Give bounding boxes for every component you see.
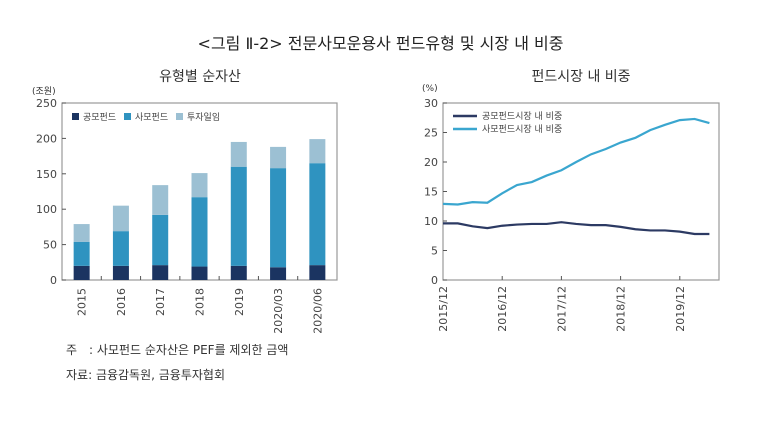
bar-x-tick-label: 2015: [76, 288, 89, 316]
bar-공모펀드: [230, 265, 247, 280]
bar-x-tick-label: 2018: [194, 288, 207, 316]
line-y-tick-label: 30: [424, 97, 438, 110]
line-series-공모펀드시장 내 비중: [443, 221, 710, 236]
bar-chart-title: 유형별 순자산: [159, 69, 241, 85]
legend-label: 사모펀드시장 내 비중: [482, 124, 562, 135]
legend-label: 투자일임: [187, 111, 220, 123]
bar-사모펀드: [270, 168, 287, 268]
bar-y-tick-label: 0: [50, 274, 57, 287]
bar-공모펀드: [73, 265, 90, 280]
bar-y-tick-label: 150: [36, 168, 57, 181]
bar-공모펀드: [152, 265, 169, 280]
bar-투자일임: [309, 139, 326, 164]
bar-공모펀드: [191, 266, 208, 280]
bar-사모펀드: [309, 163, 326, 266]
bar-공모펀드: [270, 267, 287, 280]
legend-swatch-공모펀드: [72, 113, 79, 120]
line-y-tick-label: 15: [424, 186, 438, 199]
bar-투자일임: [270, 146, 287, 169]
bar-y-unit: (조원): [32, 87, 56, 97]
bar-사모펀드: [230, 166, 247, 266]
bar-x-tick-label: 2016: [115, 288, 128, 316]
bar-공모펀드: [309, 265, 326, 280]
bar-사모펀드: [112, 231, 129, 266]
line-y-tick-label: 0: [431, 274, 438, 287]
bar-x-tick-label: 2019: [233, 288, 246, 316]
bar-투자일임: [152, 185, 169, 215]
line-x-tick-label: 2016/12: [496, 286, 509, 332]
bar-x-tick-label: 2020/06: [311, 288, 324, 334]
line-x-tick-label: 2019/12: [674, 286, 687, 332]
legend-swatch-사모펀드: [124, 113, 131, 120]
line-chart-title: 펀드시장 내 비중: [531, 69, 631, 85]
bar-투자일임: [191, 173, 208, 198]
line-x-tick-label: 2015/12: [437, 286, 450, 332]
bar-투자일임: [230, 141, 247, 167]
bar-공모펀드: [112, 265, 129, 280]
bar-투자일임: [73, 224, 90, 242]
bar-사모펀드: [152, 214, 169, 266]
line-y-tick-label: 10: [424, 215, 438, 228]
footnote: 주 : 사모펀드 순자산은 PEF를 제외한 금액: [66, 343, 289, 357]
legend-label: 공모펀드: [83, 112, 116, 123]
line-y-tick-label: 25: [424, 127, 438, 140]
line-x-tick-label: 2018/12: [615, 286, 628, 332]
line-y-tick-label: 20: [424, 156, 438, 169]
bar-사모펀드: [191, 197, 208, 267]
legend-swatch-투자일임: [176, 113, 183, 120]
legend-label: 공모펀드시장 내 비중: [482, 111, 562, 122]
bar-x-tick-label: 2020/03: [272, 288, 285, 334]
line-y-unit: (%): [422, 84, 438, 94]
bar-x-tick-label: 2017: [154, 288, 167, 316]
legend-label: 사모펀드: [135, 112, 168, 123]
bar-y-tick-label: 200: [36, 132, 57, 145]
bar-투자일임: [112, 205, 129, 232]
line-series-사모펀드시장 내 비중: [442, 117, 710, 206]
figure-title: <그림 Ⅱ-2> 전문사모운용사 펀드유형 및 시장 내 비중: [197, 34, 564, 53]
bar-y-tick-label: 50: [43, 239, 57, 252]
bar-사모펀드: [73, 241, 90, 266]
bar-y-tick-label: 100: [36, 203, 57, 216]
line-x-tick-label: 2017/12: [555, 286, 568, 332]
bar-y-tick-label: 250: [36, 97, 57, 110]
source-note: 자료: 금융감독원, 금융투자협회: [66, 368, 226, 382]
line-y-tick-label: 5: [431, 245, 438, 258]
